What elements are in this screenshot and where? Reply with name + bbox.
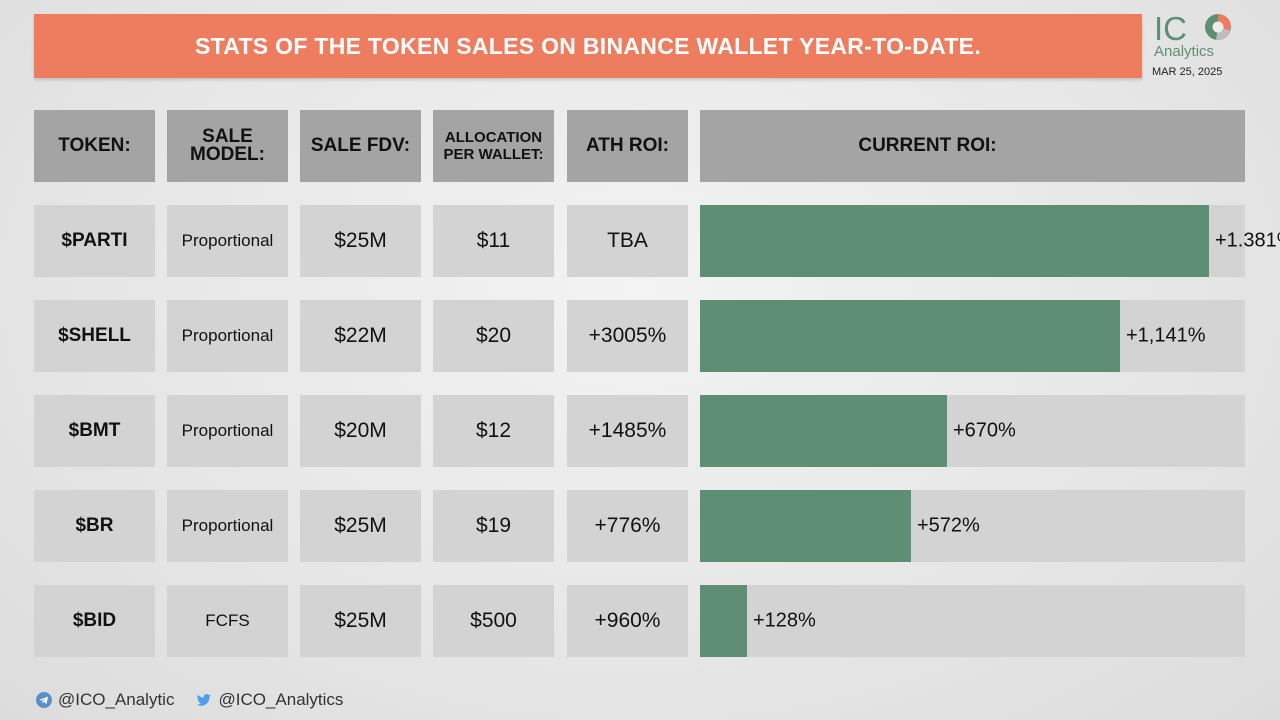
token-cell: $BR xyxy=(34,490,155,562)
sale-fdv-cell: $22M xyxy=(300,300,421,372)
roi-bar xyxy=(700,300,1120,372)
page-title: STATS OF THE TOKEN SALES ON BINANCE WALL… xyxy=(194,32,982,59)
ath-roi-cell: +3005% xyxy=(567,300,688,372)
header-token: TOKEN: xyxy=(34,110,155,182)
sale-model-cell: Proportional xyxy=(167,205,288,277)
header-ath-roi: ATH ROI: xyxy=(567,110,688,182)
twitter-icon xyxy=(197,694,212,706)
logo-mark: IC xyxy=(1154,10,1231,47)
allocation-cell: $20 xyxy=(433,300,554,372)
token-cell: $BID xyxy=(34,585,155,657)
twitter-handle[interactable]: @ICO_Analytics xyxy=(218,690,344,709)
ath-roi-cell: +1485% xyxy=(567,395,688,467)
allocation-cell: $19 xyxy=(433,490,554,562)
roi-value-label: +1.381% xyxy=(1215,229,1280,252)
header-current-roi: CURRENT ROI: xyxy=(700,110,1245,182)
roi-value-label: +128% xyxy=(753,609,816,632)
roi-bar xyxy=(700,395,947,467)
logo-subtitle: Analytics xyxy=(1154,43,1215,60)
allocation-cell: $500 xyxy=(433,585,554,657)
sale-model-cell: FCFS xyxy=(167,585,288,657)
roi-bar-track: +1,141% xyxy=(700,300,1245,372)
title-banner: STATS OF THE TOKEN SALES ON BINANCE WALL… xyxy=(34,14,1142,78)
ath-roi-cell: +776% xyxy=(567,490,688,562)
header-sale-fdv: SALE FDV: xyxy=(300,110,421,182)
ath-roi-cell: +960% xyxy=(567,585,688,657)
token-cell: $PARTI xyxy=(34,205,155,277)
pie-chart-icon xyxy=(1205,14,1231,40)
report-date: MAR 25, 2025 xyxy=(1152,66,1223,78)
header-sale-model: SALE MODEL: xyxy=(167,110,288,182)
token-cell: $SHELL xyxy=(34,300,155,372)
allocation-cell: $11 xyxy=(433,205,554,277)
sale-fdv-cell: $25M xyxy=(300,205,421,277)
roi-bar xyxy=(700,205,1209,277)
telegram-handle[interactable]: @ICO_Analytic xyxy=(58,690,175,709)
roi-value-label: +1,141% xyxy=(1126,324,1206,347)
roi-bar xyxy=(700,585,747,657)
sale-model-cell: Proportional xyxy=(167,300,288,372)
telegram-icon xyxy=(36,692,52,708)
sale-fdv-cell: $20M xyxy=(300,395,421,467)
roi-bar-track: +670% xyxy=(700,395,1245,467)
sale-model-cell: Proportional xyxy=(167,395,288,467)
sale-fdv-cell: $25M xyxy=(300,490,421,562)
ico-analytics-logo: IC Analytics MAR 25, 2025 xyxy=(1150,10,1246,82)
token-cell: $BMT xyxy=(34,395,155,467)
roi-bar-track: +1.381% xyxy=(700,205,1280,277)
sale-model-cell: Proportional xyxy=(167,490,288,562)
footer: @ICO_Analytic @ICO_Analytics xyxy=(36,690,343,710)
roi-bar-track: +572% xyxy=(700,490,1245,562)
logo-letters: IC xyxy=(1154,10,1187,47)
ath-roi-cell: TBA xyxy=(567,205,688,277)
roi-value-label: +670% xyxy=(953,419,1016,442)
header-allocation: ALLOCATION PER WALLET: xyxy=(433,110,554,182)
roi-value-label: +572% xyxy=(917,514,980,537)
roi-bar xyxy=(700,490,911,562)
roi-bar-track: +128% xyxy=(700,585,1245,657)
allocation-cell: $12 xyxy=(433,395,554,467)
sale-fdv-cell: $25M xyxy=(300,585,421,657)
